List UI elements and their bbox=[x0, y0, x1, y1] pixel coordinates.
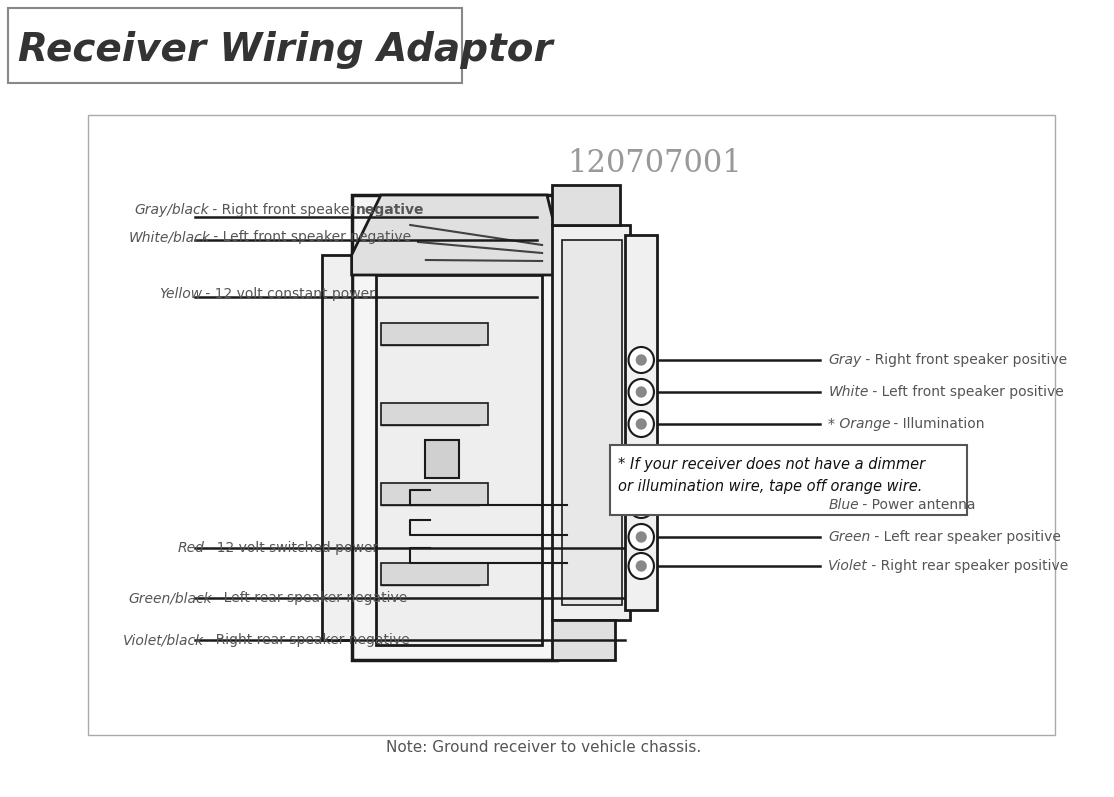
Bar bbox=[381, 403, 488, 425]
Text: Yellow: Yellow bbox=[159, 287, 202, 301]
Text: * Orange: * Orange bbox=[829, 417, 891, 431]
Bar bbox=[88, 115, 1055, 735]
Text: - Left front speaker positive: - Left front speaker positive bbox=[868, 385, 1064, 399]
Text: - Left front speaker negative: - Left front speaker negative bbox=[208, 230, 411, 244]
Text: - 12 volt switched power: - 12 volt switched power bbox=[204, 541, 379, 555]
Bar bbox=[551, 620, 615, 660]
Bar bbox=[424, 440, 459, 478]
Text: - 12 volt constant power: - 12 volt constant power bbox=[202, 287, 375, 301]
Text: Blue: Blue bbox=[829, 498, 859, 512]
Bar bbox=[610, 445, 967, 515]
Bar bbox=[8, 8, 462, 83]
Circle shape bbox=[628, 553, 654, 579]
Bar bbox=[381, 323, 488, 345]
Text: Violet/black: Violet/black bbox=[123, 633, 204, 647]
Text: * If your receiver does not have a dimmer
or illumination wire, tape off orange : * If your receiver does not have a dimme… bbox=[618, 457, 926, 494]
Text: - Right front speaker: - Right front speaker bbox=[207, 203, 360, 217]
Polygon shape bbox=[352, 195, 557, 275]
Circle shape bbox=[636, 387, 646, 397]
Bar bbox=[377, 275, 543, 645]
Text: Violet: Violet bbox=[829, 559, 868, 573]
Text: - Right front speaker positive: - Right front speaker positive bbox=[861, 353, 1067, 367]
Bar bbox=[381, 563, 488, 585]
Bar bbox=[381, 483, 488, 505]
Circle shape bbox=[628, 411, 654, 437]
Text: - Left rear speaker negative: - Left rear speaker negative bbox=[211, 591, 408, 605]
Text: - Right rear speaker positive: - Right rear speaker positive bbox=[867, 559, 1068, 573]
Text: 120707001: 120707001 bbox=[567, 148, 742, 179]
Text: White/black: White/black bbox=[129, 230, 211, 244]
Circle shape bbox=[628, 492, 654, 518]
Text: Green: Green bbox=[829, 530, 870, 544]
Text: Red: Red bbox=[177, 541, 204, 555]
Text: White: White bbox=[829, 385, 869, 399]
Text: Gray/black: Gray/black bbox=[135, 203, 209, 217]
Circle shape bbox=[628, 379, 654, 405]
Bar bbox=[551, 225, 631, 620]
Text: Note: Ground receiver to vehicle chassis.: Note: Ground receiver to vehicle chassis… bbox=[387, 740, 702, 756]
Text: - Right rear speaker negative: - Right rear speaker negative bbox=[202, 633, 410, 647]
Bar bbox=[551, 185, 620, 225]
Text: - Power antenna: - Power antenna bbox=[858, 498, 976, 512]
Text: Receiver Wiring Adaptor: Receiver Wiring Adaptor bbox=[18, 31, 553, 69]
Text: - Left rear speaker positive: - Left rear speaker positive bbox=[870, 530, 1061, 544]
Bar bbox=[561, 240, 623, 605]
Text: Green/black: Green/black bbox=[129, 591, 213, 605]
Bar bbox=[352, 195, 557, 660]
Circle shape bbox=[636, 500, 646, 510]
Text: - Illumination: - Illumination bbox=[889, 417, 985, 431]
Bar bbox=[322, 255, 352, 640]
Circle shape bbox=[636, 355, 646, 365]
Text: Gray: Gray bbox=[829, 353, 861, 367]
Circle shape bbox=[628, 347, 654, 373]
Circle shape bbox=[628, 524, 654, 550]
Circle shape bbox=[636, 419, 646, 429]
Circle shape bbox=[636, 532, 646, 542]
Bar bbox=[625, 235, 657, 610]
Circle shape bbox=[636, 561, 646, 571]
Text: negative: negative bbox=[355, 203, 424, 217]
